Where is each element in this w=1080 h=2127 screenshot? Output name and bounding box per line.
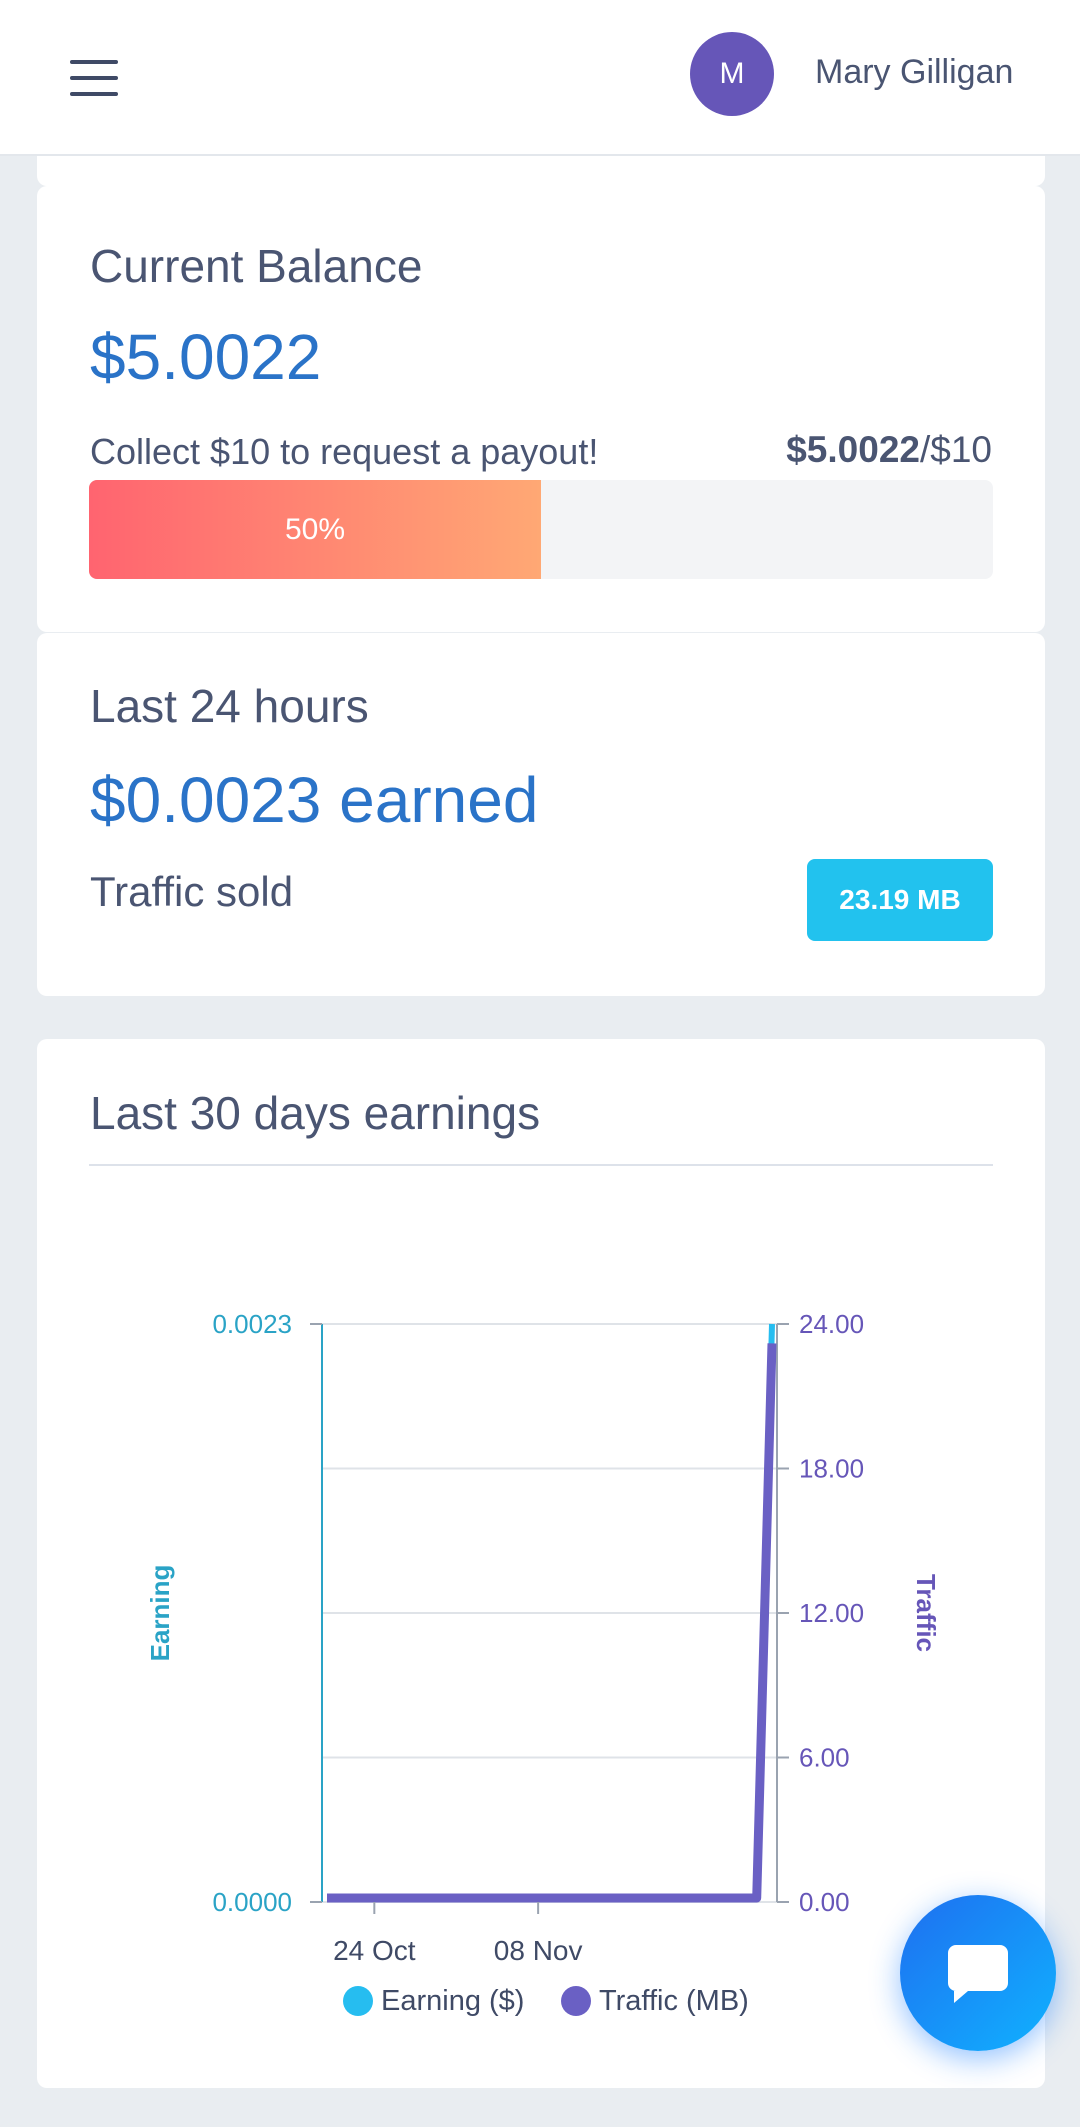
left-axis-title: Earning xyxy=(145,1565,175,1662)
chat-bubble-icon xyxy=(948,1945,1008,2003)
series-line-earning xyxy=(327,1323,775,1901)
previous-card-edge xyxy=(37,156,1045,186)
traffic-sold-badge: 23.19 MB xyxy=(807,859,993,941)
divider xyxy=(89,1164,993,1166)
last24-earned: $0.0023 earned xyxy=(90,764,539,836)
right-tick-label: 24.00 xyxy=(799,1309,864,1339)
collect-text: Collect $10 to request a payout! xyxy=(90,431,599,472)
avatar[interactable]: M xyxy=(690,32,774,116)
right-tick-label: 0.00 xyxy=(799,1887,850,1917)
legend-marker xyxy=(561,1986,591,2016)
balance-amount: $5.0022 xyxy=(90,321,322,393)
left-tick-label: 0.0023 xyxy=(212,1309,292,1339)
chart-card-title: Last 30 days earnings xyxy=(90,1087,541,1139)
legend-label: Traffic (MB) xyxy=(599,1985,749,2017)
chat-button[interactable] xyxy=(900,1895,1056,2051)
x-tick-label: 08 Nov xyxy=(494,1935,583,1966)
progress-fill: 50% xyxy=(89,480,541,579)
earnings-chart-card: Last 30 days earnings 0.00 6.00 12.00 18.00… xyxy=(37,1039,1045,2088)
last24-title: Last 24 hours xyxy=(90,680,369,732)
menu-icon[interactable] xyxy=(70,60,118,96)
balance-title: Current Balance xyxy=(90,240,423,292)
balance-card: Current Balance $5.0022 Collect $10 to r… xyxy=(37,186,1045,632)
collect-amount: $5.0022/$10 xyxy=(786,429,992,471)
legend-marker xyxy=(343,1986,373,2016)
last24-card: Last 24 hours $0.0023 earned Traffic sol… xyxy=(37,633,1045,996)
payout-target: /$10 xyxy=(919,429,992,470)
collected-amount: $5.0022 xyxy=(786,429,920,470)
top-bar: M Mary Gilligan xyxy=(0,0,1080,156)
series-line-traffic xyxy=(327,1343,777,1903)
user-name[interactable]: Mary Gilligan xyxy=(815,53,1014,91)
right-axis-title: Traffic xyxy=(911,1574,941,1652)
right-tick-label: 12.00 xyxy=(799,1598,864,1628)
traffic-sold-label: Traffic sold xyxy=(90,868,294,915)
legend-label: Earning ($) xyxy=(381,1985,524,2017)
earnings-chart: 0.00 6.00 12.00 18.00 24.00 0.0000 0.0023 Earni… xyxy=(145,1309,941,2017)
left-tick-label: 0.0000 xyxy=(212,1887,292,1917)
x-tick-label: 24 Oct xyxy=(333,1935,416,1966)
payout-progress-bar: 50% xyxy=(89,480,993,579)
right-tick-label: 18.00 xyxy=(799,1454,864,1484)
right-tick-label: 6.00 xyxy=(799,1743,850,1773)
